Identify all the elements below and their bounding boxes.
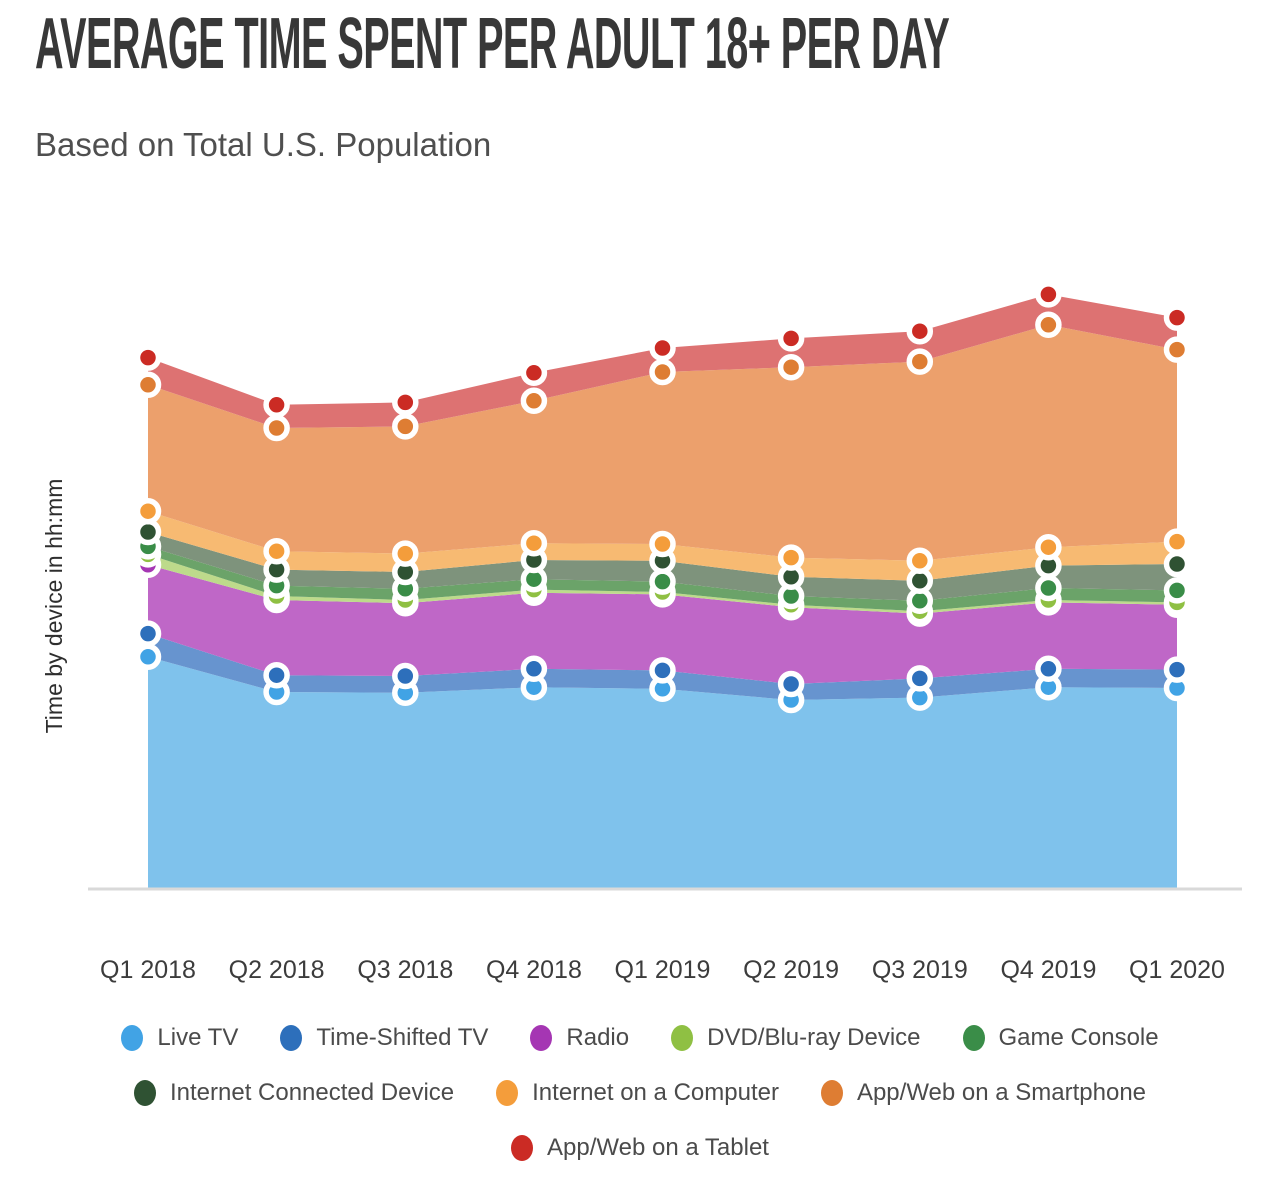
- area-radio: [148, 564, 1177, 684]
- x-tick-q2-2018: Q2 2018: [229, 956, 325, 984]
- legend-swatch-icon: [496, 1080, 519, 1106]
- x-tick-q4-2019: Q4 2019: [1000, 956, 1096, 984]
- x-tick-q1-2018: Q1 2018: [100, 956, 196, 984]
- chart-subtitle: Based on Total U.S. Population: [35, 126, 492, 163]
- legend-label: Live TV: [157, 1024, 239, 1051]
- marker-app-web-on-a-smartphone-q1-2019[interactable]: [649, 358, 676, 386]
- legend-row-2: Internet Connected Device Internet on a C…: [133, 1079, 1147, 1107]
- legend-item-app-web-on-a-tablet[interactable]: App/Web on a Tablet: [511, 1134, 769, 1162]
- legend-swatch-icon: [530, 1025, 553, 1051]
- marker-time-shifted-tv-q3-2018[interactable]: [392, 662, 419, 690]
- marker-app-web-on-a-smartphone-q1-2018[interactable]: [134, 371, 162, 399]
- legend-item-app-web-on-a-smartphone[interactable]: App/Web on a Smartphone: [820, 1079, 1147, 1107]
- marker-app-web-on-a-tablet-q4-2018[interactable]: [520, 359, 548, 387]
- marker-game-console-q1-2020[interactable]: [1163, 577, 1191, 604]
- legend-swatch-icon: [280, 1025, 303, 1051]
- marker-game-console-q4-2019[interactable]: [1035, 574, 1062, 602]
- marker-internet-on-a-computer-q2-2019[interactable]: [777, 544, 805, 571]
- marker-time-shifted-tv-q1-2019[interactable]: [649, 657, 676, 684]
- marker-app-web-on-a-tablet-q2-2019[interactable]: [777, 325, 805, 352]
- area-app-web-on-a-smartphone: [148, 324, 1177, 561]
- x-axis: Q1 2018 Q2 2018 Q3 2018 Q4 2018 Q1 2019 Q2 20…: [100, 956, 1225, 984]
- marker-app-web-on-a-tablet-q1-2020[interactable]: [1163, 304, 1191, 331]
- stacked-area-chart: Time by device in hh:mm Q1 2018 Q2 2018 Q3…: [41, 281, 1242, 984]
- x-tick-q3-2018: Q3 2018: [357, 956, 453, 984]
- legend-swatch-icon: [671, 1025, 694, 1051]
- marker-time-shifted-tv-q2-2019[interactable]: [777, 670, 805, 698]
- legend-label: Time-Shifted TV: [316, 1024, 489, 1051]
- marker-internet-on-a-computer-q2-2018[interactable]: [263, 537, 290, 565]
- legend-swatch-icon: [820, 1080, 843, 1106]
- legend-label: Internet on a Computer: [532, 1079, 779, 1106]
- legend-item-live-tv[interactable]: Live TV: [121, 1024, 238, 1052]
- marker-internet-on-a-computer-q1-2019[interactable]: [649, 530, 676, 558]
- chart-legend: Live TV Time-Shifted TV Radio DVD/Blu-ray D…: [0, 1024, 1280, 1162]
- marker-internet-on-a-computer-q1-2018[interactable]: [134, 497, 162, 525]
- marker-time-shifted-tv-q3-2019[interactable]: [906, 665, 934, 692]
- legend-label: Game Console: [998, 1024, 1159, 1051]
- marker-internet-on-a-computer-q3-2019[interactable]: [906, 547, 934, 575]
- x-tick-q4-2018: Q4 2018: [486, 956, 582, 984]
- legend-label: Radio: [566, 1024, 630, 1051]
- marker-time-shifted-tv-q1-2020[interactable]: [1163, 656, 1191, 683]
- legend-item-radio[interactable]: Radio: [530, 1024, 629, 1052]
- marker-time-shifted-tv-q4-2018[interactable]: [520, 655, 548, 683]
- area-live-tv: [148, 656, 1177, 888]
- marker-app-web-on-a-tablet-q1-2018[interactable]: [134, 344, 162, 371]
- marker-time-shifted-tv-q1-2018[interactable]: [134, 620, 162, 647]
- legend-swatch-icon: [121, 1025, 144, 1051]
- markers: [134, 281, 1191, 714]
- legend-label: App/Web on a Smartphone: [856, 1079, 1147, 1106]
- x-tick-q1-2019: Q1 2019: [615, 956, 711, 984]
- legend-row-1: Live TV Time-Shifted TV Radio DVD/Blu-ray D…: [121, 1024, 1159, 1052]
- marker-app-web-on-a-smartphone-q4-2019[interactable]: [1035, 311, 1062, 339]
- legend-row-3: App/Web on a Tablet: [511, 1134, 769, 1162]
- marker-internet-on-a-computer-q3-2018[interactable]: [392, 540, 419, 567]
- legend-item-game-console[interactable]: Game Console: [962, 1024, 1159, 1052]
- marker-game-console-q1-2019[interactable]: [649, 568, 676, 595]
- marker-app-web-on-a-tablet-q2-2018[interactable]: [263, 391, 290, 419]
- marker-internet-on-a-computer-q1-2020[interactable]: [1163, 528, 1191, 555]
- legend-label: DVD/Blu-ray Device: [707, 1024, 921, 1051]
- marker-app-web-on-a-tablet-q3-2018[interactable]: [392, 389, 419, 416]
- marker-time-shifted-tv-q4-2019[interactable]: [1035, 655, 1062, 683]
- chart-title: AVERAGE TIME SPENT PER ADULT 18+ PER DAY: [35, 4, 950, 84]
- legend-label: Internet Connected Device: [169, 1079, 455, 1106]
- x-tick-q3-2019: Q3 2019: [872, 956, 968, 984]
- marker-app-web-on-a-tablet-q3-2019[interactable]: [906, 317, 934, 345]
- plot-area: [134, 281, 1191, 888]
- legend-item-internet-connected-device[interactable]: Internet Connected Device: [133, 1079, 455, 1107]
- legend-item-internet-on-a-computer[interactable]: Internet on a Computer: [496, 1079, 779, 1107]
- legend-item-dvd-blu-ray-device[interactable]: DVD/Blu-ray Device: [671, 1024, 921, 1052]
- legend-swatch-icon: [133, 1080, 156, 1106]
- y-axis-label: Time by device in hh:mm: [41, 479, 67, 734]
- marker-app-web-on-a-smartphone-q2-2018[interactable]: [263, 414, 290, 442]
- legend-swatch-icon: [511, 1135, 534, 1161]
- marker-app-web-on-a-smartphone-q3-2019[interactable]: [906, 348, 934, 375]
- x-tick-q2-2019: Q2 2019: [743, 956, 839, 984]
- marker-internet-connected-device-q1-2020[interactable]: [1163, 550, 1191, 578]
- marker-app-web-on-a-smartphone-q4-2018[interactable]: [520, 387, 548, 415]
- marker-time-shifted-tv-q2-2018[interactable]: [263, 661, 290, 689]
- marker-app-web-on-a-smartphone-q2-2019[interactable]: [777, 353, 805, 381]
- legend-label: App/Web on a Tablet: [547, 1134, 769, 1161]
- marker-internet-on-a-computer-q4-2019[interactable]: [1035, 533, 1062, 561]
- marker-internet-connected-device-q1-2018[interactable]: [134, 518, 162, 546]
- x-tick-q1-2020: Q1 2020: [1129, 956, 1225, 984]
- marker-app-web-on-a-tablet-q4-2019[interactable]: [1035, 281, 1062, 308]
- marker-app-web-on-a-tablet-q1-2019[interactable]: [649, 334, 676, 362]
- legend-item-time-shifted-tv[interactable]: Time-Shifted TV: [280, 1024, 488, 1052]
- marker-internet-on-a-computer-q4-2018[interactable]: [520, 529, 548, 557]
- marker-live-tv-q1-2018[interactable]: [134, 643, 162, 671]
- marker-app-web-on-a-smartphone-q1-2020[interactable]: [1163, 336, 1191, 363]
- marker-app-web-on-a-smartphone-q3-2018[interactable]: [392, 413, 419, 440]
- legend-swatch-icon: [962, 1025, 985, 1051]
